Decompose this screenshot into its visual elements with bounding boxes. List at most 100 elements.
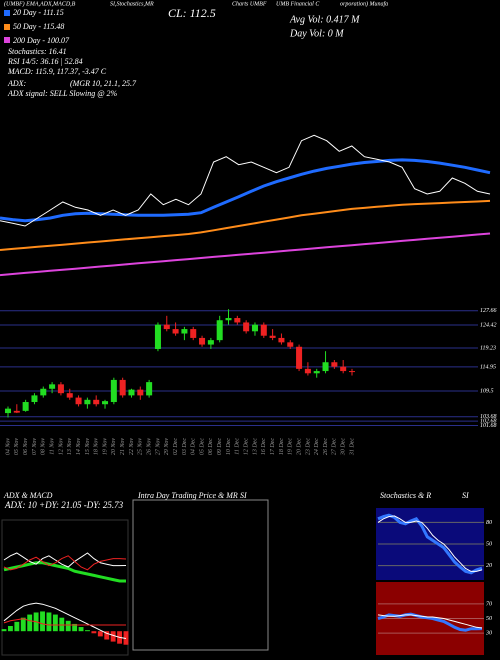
y-tick-label: 103.68 [480, 414, 497, 420]
x-tick-label: 27 Nov [155, 438, 161, 456]
x-tick-label: 22 Nov [129, 438, 135, 456]
x-tick-label: 03 Dec [182, 438, 188, 455]
x-tick-label: 04 Dec [190, 438, 197, 455]
series-line [0, 134, 491, 227]
x-tick-label: 09 Dec [217, 438, 223, 455]
stoch-label: Stochastics: 16.41 [8, 47, 67, 56]
x-tick-label: 02 Dec [173, 438, 179, 455]
signal-label: ADX signal: SELL Slowing @ 2% [7, 89, 118, 98]
x-tick-label: 11 Nov [49, 438, 55, 455]
ma-label: 50 Day - 115.48 [13, 22, 64, 31]
x-tick-label: 16 Dec [261, 438, 267, 455]
candle-body [102, 401, 109, 405]
candle-body [13, 410, 20, 413]
x-tick-label: 27 Dec [332, 438, 338, 455]
bar [91, 631, 97, 634]
x-tick-label: 07 Nov [32, 438, 38, 456]
series-line [3, 552, 127, 568]
x-tick-label: 14 Nov [75, 438, 82, 456]
bar [20, 617, 26, 632]
bar [65, 620, 71, 632]
x-tick-label: 13 Dec [252, 438, 258, 455]
x-tick-label: 08 Nov [41, 438, 47, 456]
y-tick-label: 114.95 [480, 363, 496, 370]
y-tick-label: 124.42 [480, 321, 497, 328]
x-tick-label: 26 Nov [147, 438, 153, 456]
x-tick-label: 19 Dec [288, 438, 294, 455]
y-tick-label: 50 [486, 616, 492, 622]
series-line [3, 555, 127, 571]
x-tick-label: 05 Dec [199, 438, 205, 455]
header-text: UMB Financial C [276, 1, 320, 7]
candle-body [331, 362, 338, 367]
panel-title: SI [240, 491, 247, 500]
candle-body [4, 408, 12, 414]
x-tick-label: 15 Nov [85, 438, 91, 456]
bar [7, 626, 13, 632]
avg-vol: Avg Vol: 0.417 M [289, 14, 360, 25]
candle-body [340, 366, 347, 372]
candle-body [22, 402, 29, 411]
panel-title: Intra Day Trading Price & MR [137, 491, 238, 500]
ma-label: 20 Day - 111.15 [13, 8, 64, 17]
x-tick-label: 23 Dec [305, 438, 311, 455]
series-line [377, 515, 483, 572]
legend-swatch [4, 10, 10, 16]
x-tick-label: 20 Nov [111, 438, 117, 456]
bar [123, 631, 129, 645]
candle-body [40, 388, 47, 396]
header-text: (UMBF) EMA,ADX,MACD,B [4, 0, 76, 7]
day-vol: Day Vol: 0 M [289, 28, 344, 39]
intraday-box [132, 499, 269, 651]
series-line [3, 618, 126, 626]
x-tick-label: 06 Nov [23, 438, 29, 456]
bar [104, 631, 110, 640]
panel-label: ADX: 10 +DY: 21.05 -DY: 25.73 [4, 500, 124, 510]
y-tick-label: 119.23 [480, 345, 496, 351]
x-tick-label: 19 Nov [102, 438, 108, 456]
series-line [377, 614, 483, 629]
candle-body [128, 389, 135, 396]
candle-body [84, 399, 91, 405]
series-line [0, 232, 491, 277]
mgr-label: (MGR 10, 21.1, 25.7 [70, 79, 137, 88]
y-tick-label: 109.5 [480, 388, 494, 394]
macd-label: MACD: 115.9, 117.37, -3.47 C [7, 67, 107, 76]
bar [14, 621, 20, 632]
candle-body [154, 324, 161, 349]
panel-title: Stochastics & R [380, 491, 431, 500]
x-tick-label: 21 Nov [120, 438, 126, 456]
candle-body [260, 324, 267, 336]
header-text: orporation) Munafa [340, 0, 388, 7]
series-line [3, 602, 127, 639]
x-tick-label: 04 Nov [4, 438, 11, 456]
candle-body [269, 335, 276, 338]
x-tick-label: 12 Dec [244, 438, 250, 455]
x-tick-label: 10 Dec [226, 438, 232, 455]
x-tick-label: 20 Dec [296, 438, 302, 455]
rsi-label: RSI 14/5: 36.16 | 52.84 [7, 57, 83, 66]
y-tick-label: 80 [486, 520, 492, 526]
candle-body [207, 340, 214, 345]
candle-body [75, 397, 82, 405]
bar [85, 630, 90, 632]
candle-body [66, 393, 73, 398]
y-tick-label: 101.68 [480, 423, 497, 429]
candle-body [287, 342, 294, 347]
panel-title: SI [462, 491, 469, 500]
bar [40, 611, 45, 632]
x-tick-label: 29 Nov [164, 438, 170, 456]
candle-body [49, 384, 56, 389]
candle-body [172, 329, 179, 334]
y-tick-label: 50 [486, 541, 492, 547]
bar [110, 631, 116, 642]
x-tick-label: 17 Dec [270, 438, 276, 455]
x-tick-label: 25 Nov [138, 438, 144, 456]
x-tick-label: 31 Dec [349, 438, 355, 456]
x-tick-label: 06 Dec [208, 438, 214, 455]
close-price: CL: 112.5 [168, 6, 216, 20]
candle-body [31, 395, 38, 403]
candle-body [216, 320, 223, 341]
bar [46, 612, 52, 632]
